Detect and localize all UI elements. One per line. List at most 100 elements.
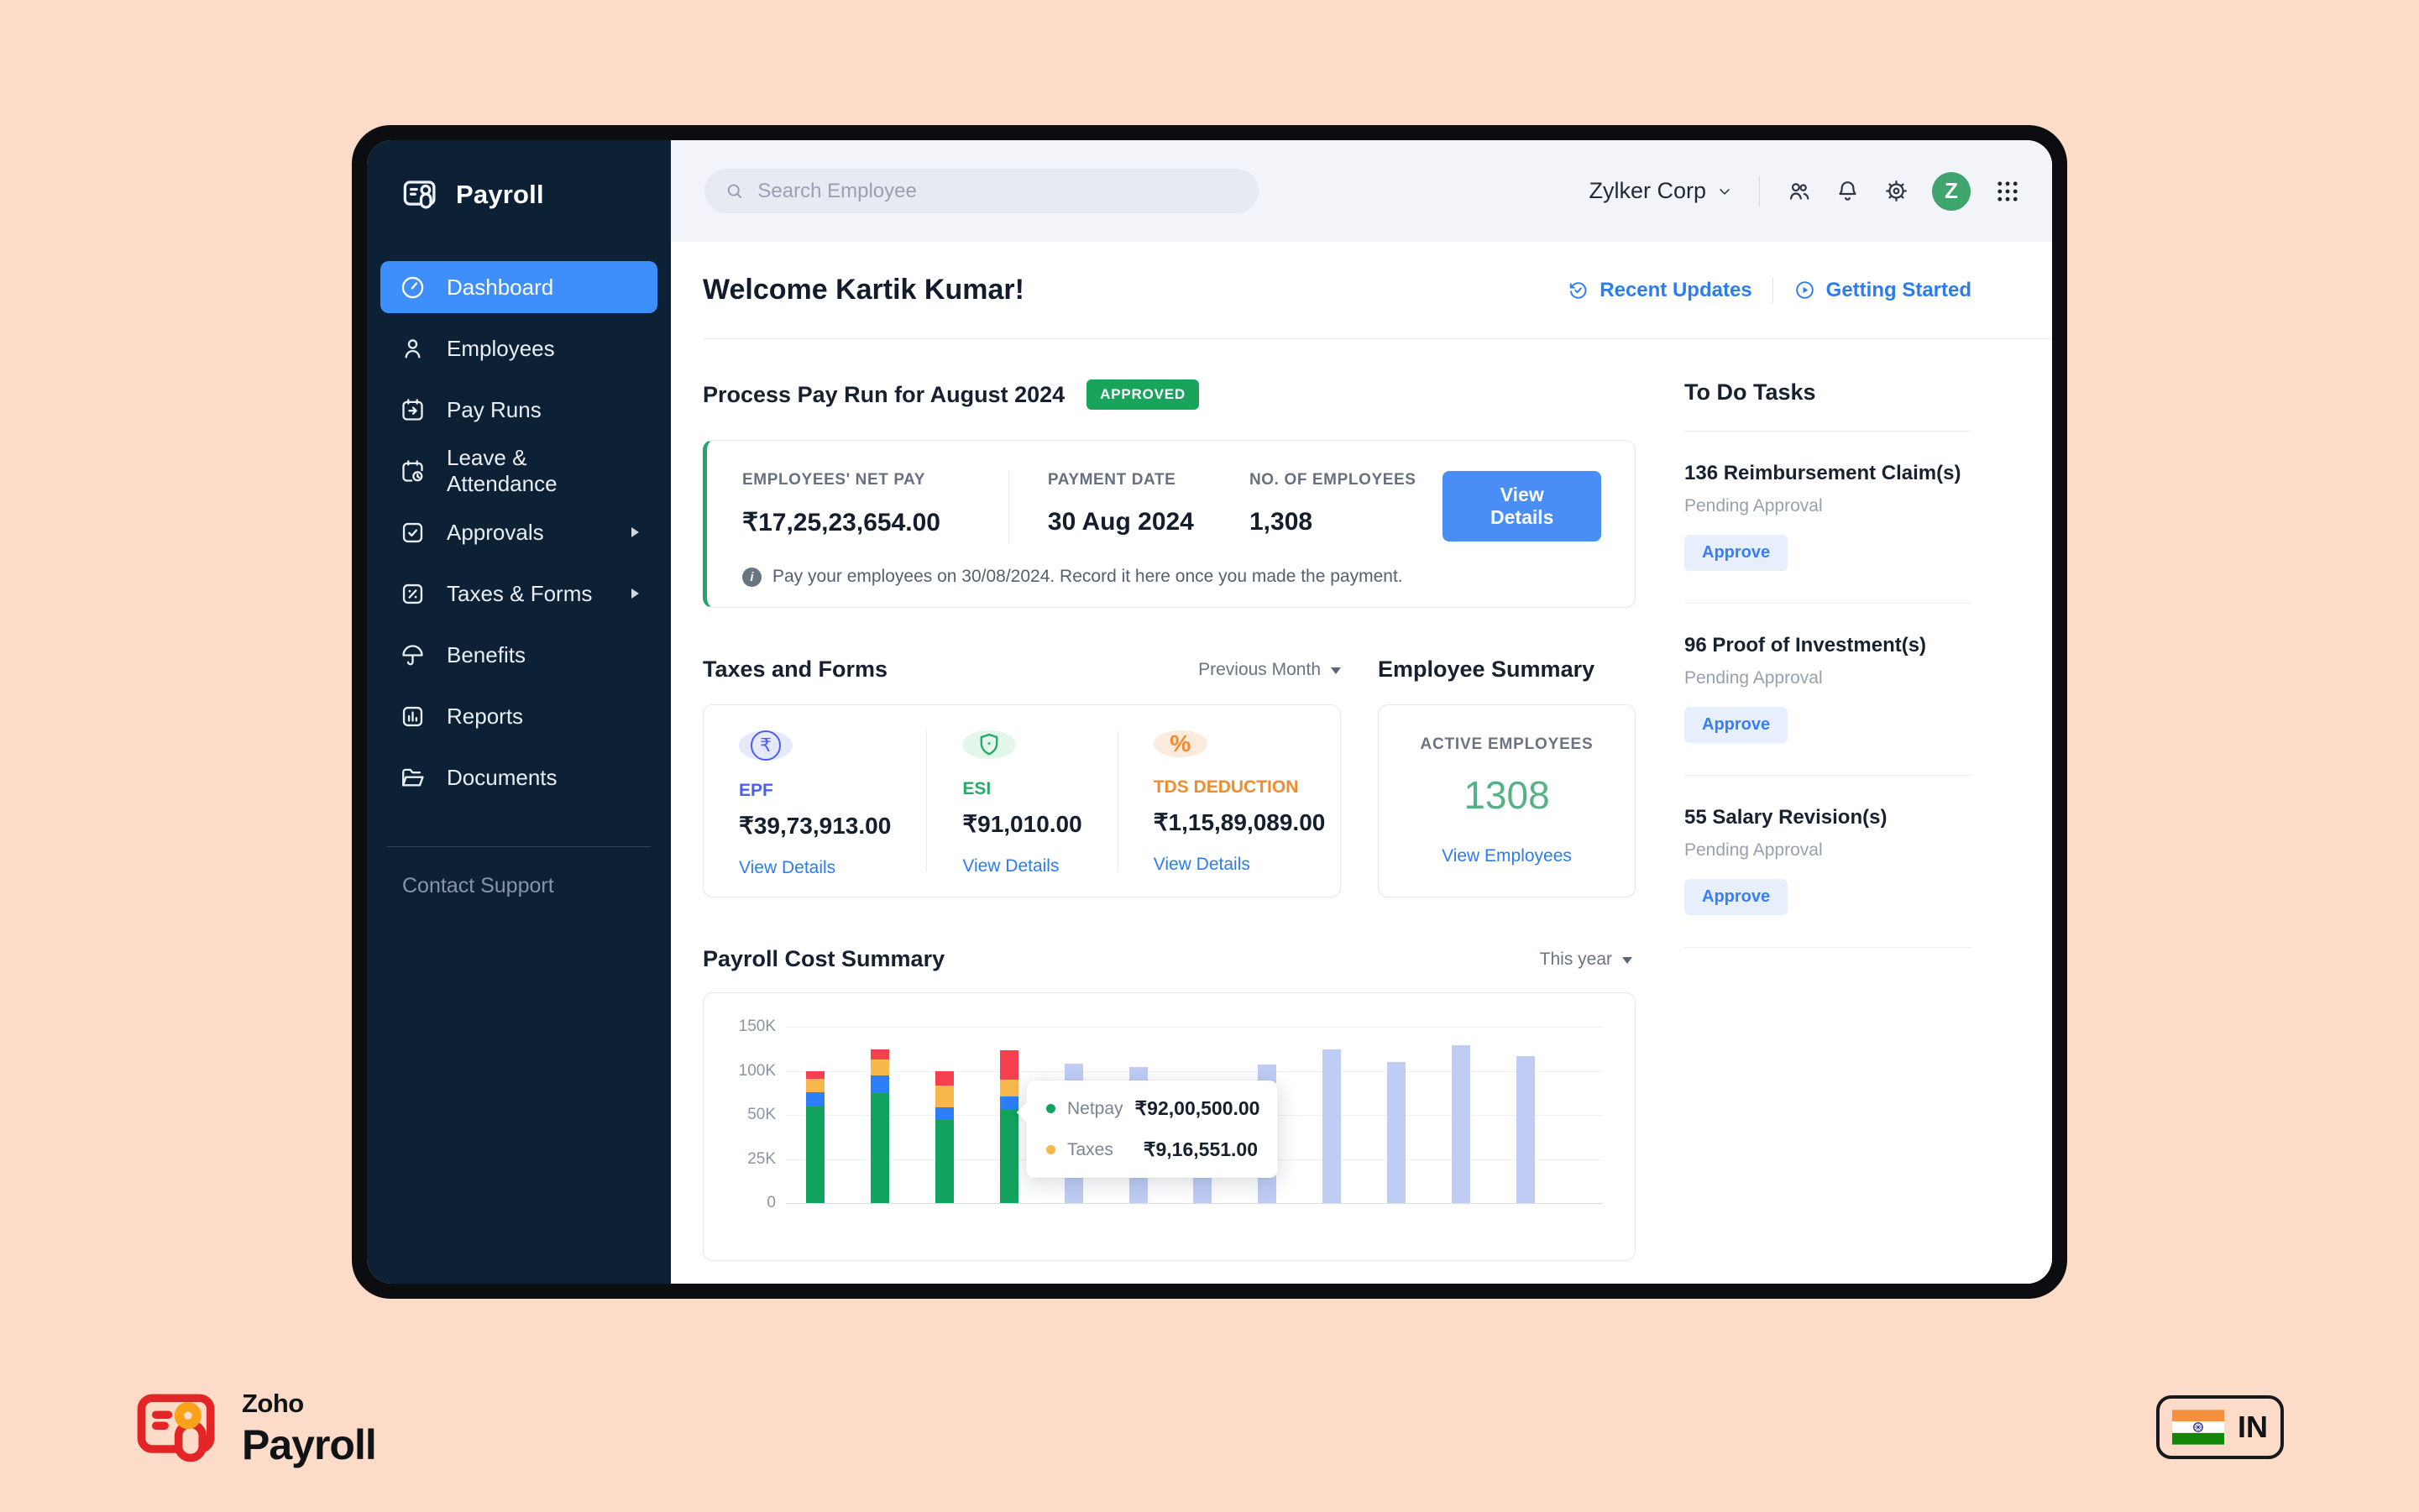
play-circle-icon bbox=[1795, 281, 1814, 299]
sidebar-item-employees[interactable]: Employees bbox=[380, 322, 657, 374]
gear-icon[interactable] bbox=[1883, 178, 1909, 204]
y-axis-tick-label: 50K bbox=[747, 1106, 776, 1123]
sidebar-item-label: Approvals bbox=[447, 519, 544, 545]
tds-value: ₹1,15,89,089.00 bbox=[1153, 809, 1326, 835]
chart-bar-projection[interactable] bbox=[1452, 1045, 1471, 1203]
bar-segment bbox=[1322, 1049, 1342, 1203]
approve-button[interactable]: Approve bbox=[1684, 879, 1788, 915]
tooltip-value: ₹92,00,500.00 bbox=[1134, 1097, 1260, 1119]
zoho-payroll-logo: Zoho Payroll bbox=[133, 1384, 377, 1471]
topbar-divider bbox=[1759, 175, 1760, 207]
bar-segment bbox=[870, 1059, 889, 1075]
org-selector[interactable]: Zylker Corp bbox=[1589, 178, 1733, 204]
sidebar-item-dashboard[interactable]: Dashboard bbox=[380, 261, 657, 313]
bar-segment bbox=[1387, 1062, 1406, 1203]
calendar-clock-icon bbox=[402, 459, 423, 482]
main-area: Zylker Corp bbox=[671, 140, 2052, 1284]
getting-started-label: Getting Started bbox=[1825, 278, 1971, 301]
country-badge: IN bbox=[2156, 1395, 2284, 1459]
sidebar-item-leave-attendance[interactable]: Leave & Attendance bbox=[380, 445, 657, 497]
bar-chart-icon bbox=[402, 706, 423, 726]
y-axis-tick-label: 150K bbox=[738, 1018, 776, 1035]
sidebar-item-benefits[interactable]: Benefits bbox=[380, 629, 657, 681]
content: Welcome Kartik Kumar! Recent Updates bbox=[671, 242, 2052, 1284]
sidebar-item-label: Dashboard bbox=[447, 274, 554, 300]
stat-value: 30 Aug 2024 bbox=[1047, 508, 1194, 536]
welcome-row: Welcome Kartik Kumar! Recent Updates bbox=[703, 242, 2052, 339]
zoho-payroll-icon bbox=[137, 1394, 215, 1462]
y-axis-tick-label: 25K bbox=[747, 1149, 776, 1168]
bar-segment bbox=[806, 1106, 825, 1203]
sidebar-nav: Dashboard Employees Pay Runs bbox=[367, 261, 671, 813]
bar-segment bbox=[999, 1050, 1018, 1080]
history-check-icon bbox=[1570, 282, 1587, 299]
taxes-period-dropdown[interactable]: Previous Month bbox=[1198, 660, 1341, 680]
india-flag-icon bbox=[2172, 1410, 2224, 1445]
getting-started-link[interactable]: Getting Started bbox=[1793, 279, 1971, 302]
bar-segment bbox=[935, 1107, 954, 1121]
bar-segment bbox=[806, 1091, 825, 1107]
employee-summary-card: ACTIVE EMPLOYEES 1308 View Employees bbox=[1378, 704, 1636, 897]
sidebar-item-documents[interactable]: Documents bbox=[380, 751, 657, 803]
bar-segment bbox=[870, 1049, 889, 1059]
todo-divider bbox=[1684, 431, 1971, 432]
sidebar-item-taxes-forms[interactable]: Taxes & Forms bbox=[380, 568, 657, 620]
chart-period-dropdown[interactable]: This year bbox=[1540, 950, 1632, 970]
user-avatar[interactable]: Z bbox=[1932, 171, 1971, 211]
stat-value: 1,308 bbox=[1249, 508, 1313, 536]
chart-bar-stacked[interactable] bbox=[999, 1050, 1018, 1203]
view-employees-link[interactable]: View Employees bbox=[1442, 846, 1572, 866]
users-icon[interactable] bbox=[1786, 178, 1812, 204]
sidebar-item-reports[interactable]: Reports bbox=[380, 690, 657, 742]
search-box[interactable] bbox=[704, 169, 1259, 213]
employee-summary-section: Employee Summary ACTIVE EMPLOYEES 1308 V… bbox=[1378, 657, 1636, 897]
epf-rupee-icon: ₹ bbox=[739, 730, 793, 761]
task-divider bbox=[1684, 947, 1971, 948]
chart-gridline bbox=[786, 1203, 1603, 1204]
tds-view-details-link[interactable]: View Details bbox=[1153, 855, 1250, 874]
contact-support-link[interactable]: Contact Support bbox=[402, 874, 554, 897]
bar-segment bbox=[935, 1086, 954, 1107]
active-employees-label: ACTIVE EMPLOYEES bbox=[1420, 735, 1594, 753]
payroll-cost-chart: 150K 100K 50K 25K 0 Netpay ₹92,00,500.00 bbox=[703, 992, 1636, 1261]
app-window: Payroll Dashboard Employees bbox=[367, 140, 2052, 1284]
apps-grid-icon[interactable] bbox=[1993, 177, 2022, 206]
folder-icon bbox=[402, 768, 424, 786]
esi-view-details-link[interactable]: View Details bbox=[962, 856, 1060, 876]
payroll-logo-icon bbox=[403, 180, 436, 209]
tds-column: % TDS DEDUCTION ₹1,15,89,089.00 View Det… bbox=[1118, 730, 1361, 874]
bell-icon[interactable] bbox=[1835, 178, 1861, 204]
person-icon bbox=[405, 338, 421, 358]
approve-button[interactable]: Approve bbox=[1684, 707, 1788, 743]
dashboard-main-column: Process Pay Run for August 2024 APPROVED… bbox=[703, 339, 1636, 1261]
chart-bar-stacked[interactable] bbox=[870, 1049, 889, 1203]
sidebar-item-label: Benefits bbox=[447, 641, 526, 667]
chart-bar-projection[interactable] bbox=[1387, 1062, 1406, 1203]
task-status: Pending Approval bbox=[1684, 496, 1823, 515]
active-employees-count: 1308 bbox=[1463, 773, 1550, 817]
task-divider bbox=[1684, 603, 1971, 604]
calendar-arrow-icon bbox=[402, 398, 423, 421]
approve-button[interactable]: Approve bbox=[1684, 535, 1788, 571]
stat-value: ₹17,25,23,654.00 bbox=[742, 509, 940, 536]
stat-net-pay: EMPLOYEES' NET PAY ₹17,25,23,654.00 bbox=[742, 471, 1008, 537]
taxes-title: Taxes and Forms bbox=[703, 657, 888, 682]
recent-updates-link[interactable]: Recent Updates bbox=[1567, 279, 1752, 302]
page-title: Welcome Kartik Kumar! bbox=[703, 274, 1024, 306]
task-status: Pending Approval bbox=[1684, 840, 1823, 860]
chart-bar-projection[interactable] bbox=[1516, 1055, 1535, 1203]
search-input[interactable] bbox=[757, 179, 1238, 203]
sidebar-item-approvals[interactable]: Approvals bbox=[380, 506, 657, 558]
bar-segment bbox=[806, 1078, 825, 1092]
chart-bar-projection[interactable] bbox=[1322, 1049, 1342, 1203]
epf-view-details-link[interactable]: View Details bbox=[739, 858, 836, 877]
chart-bar-stacked[interactable] bbox=[935, 1070, 954, 1203]
chart-bar-stacked[interactable] bbox=[806, 1070, 825, 1203]
app-brand: Payroll bbox=[456, 180, 544, 209]
payrun-title: Process Pay Run for August 2024 bbox=[703, 381, 1066, 407]
bar-segment bbox=[806, 1070, 825, 1079]
view-details-button[interactable]: View Details bbox=[1442, 471, 1601, 541]
sidebar-item-pay-runs[interactable]: Pay Runs bbox=[380, 384, 657, 436]
tooltip-label: Netpay bbox=[1067, 1098, 1123, 1118]
sidebar-item-label: Documents bbox=[447, 764, 558, 790]
